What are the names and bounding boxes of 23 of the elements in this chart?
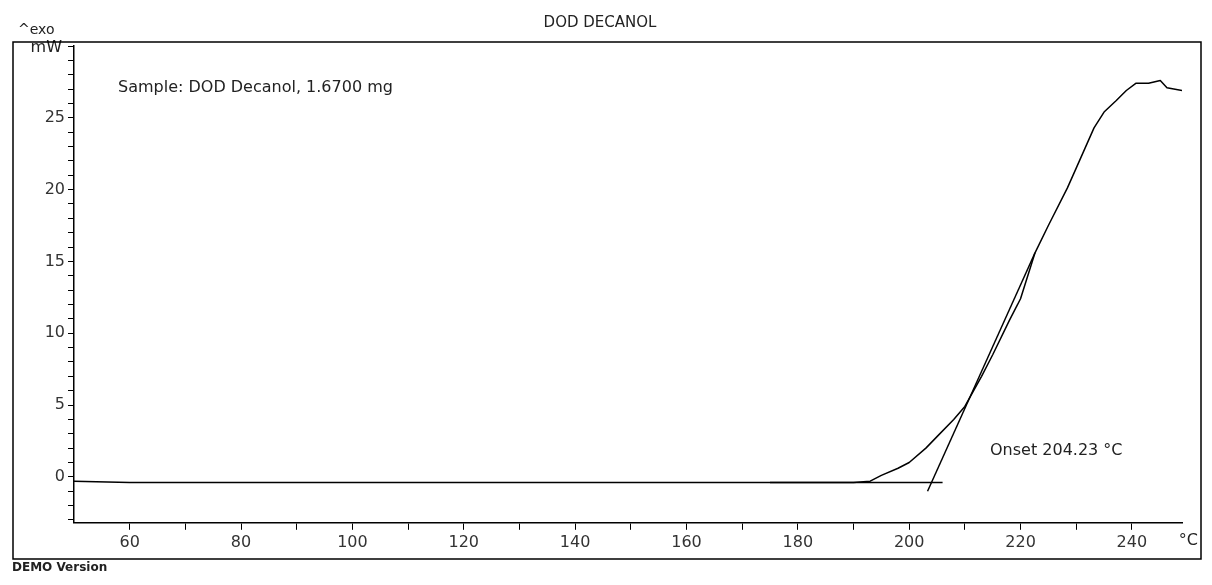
y-tick-label: 25 bbox=[44, 106, 65, 126]
text: DEMO Version bbox=[12, 560, 108, 575]
x-tick-label: 200 bbox=[893, 531, 925, 551]
y-tick-label: 5 bbox=[54, 394, 65, 414]
x-axis-title: °C bbox=[1178, 529, 1198, 549]
text: ^exo bbox=[18, 20, 55, 37]
x-tick-label: 240 bbox=[1116, 531, 1148, 551]
x-tick-label: 140 bbox=[559, 531, 591, 551]
x-tick-label: 180 bbox=[782, 531, 814, 551]
annotation: Sample: DOD Decanol, 1.6700 mg bbox=[118, 77, 393, 97]
x-tick-label: 60 bbox=[119, 531, 140, 551]
x-tick-label: 220 bbox=[1005, 531, 1036, 551]
y-tick-label: 10 bbox=[44, 322, 65, 342]
y-tick-label: 0 bbox=[54, 466, 65, 485]
x-tick-label: 120 bbox=[448, 531, 480, 551]
y-tick-label: 20 bbox=[44, 178, 65, 198]
x-tick-label: 160 bbox=[671, 531, 702, 551]
annotation: Onset 204.23 °C bbox=[990, 440, 1123, 460]
x-tick-label: 80 bbox=[230, 531, 252, 551]
y-axis-title: mW bbox=[30, 37, 63, 57]
y-tick-label: 15 bbox=[44, 250, 65, 270]
chart-title: DOD DECANOL bbox=[543, 12, 658, 31]
x-tick-label: 100 bbox=[337, 531, 368, 551]
